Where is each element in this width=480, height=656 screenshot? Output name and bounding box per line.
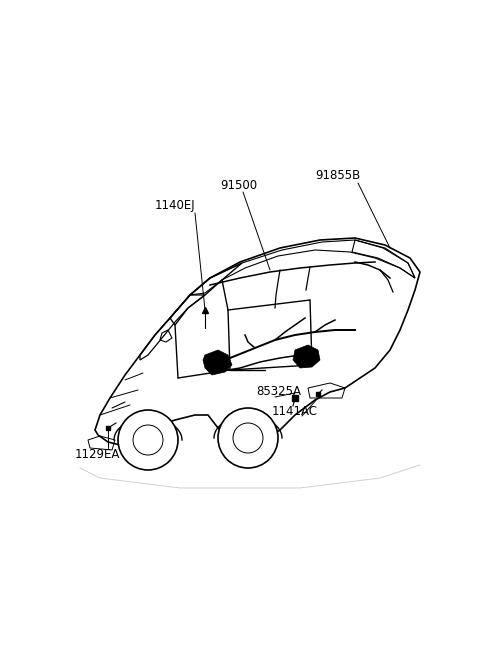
Polygon shape [95, 238, 420, 445]
Text: 91855B: 91855B [315, 169, 360, 182]
Polygon shape [293, 345, 320, 368]
Circle shape [118, 410, 178, 470]
Text: 1140EJ: 1140EJ [155, 199, 196, 212]
Polygon shape [203, 350, 232, 375]
Text: 85325A: 85325A [256, 385, 301, 398]
Text: 1141AC: 1141AC [272, 405, 318, 418]
Text: 91500: 91500 [220, 179, 257, 192]
Text: 1129EA: 1129EA [75, 448, 120, 461]
Circle shape [218, 408, 278, 468]
